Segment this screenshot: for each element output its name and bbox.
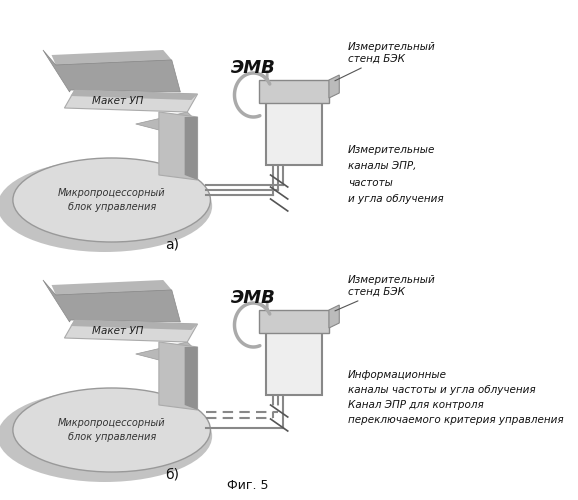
Text: Микропроцессорный
блок управления: Микропроцессорный блок управления	[58, 188, 165, 212]
Ellipse shape	[0, 390, 212, 482]
Polygon shape	[159, 112, 198, 180]
Polygon shape	[159, 342, 198, 410]
Text: Микропроцессорный
блок управления: Микропроцессорный блок управления	[58, 418, 165, 442]
Text: ЭМВ: ЭМВ	[231, 59, 276, 77]
Polygon shape	[43, 280, 180, 322]
Polygon shape	[43, 50, 180, 92]
Polygon shape	[136, 112, 192, 132]
Polygon shape	[51, 280, 172, 295]
Text: Измерительные
каналы ЭПР,
частоты
и угла облучения: Измерительные каналы ЭПР, частоты и угла…	[348, 145, 443, 204]
Text: Макет УП: Макет УП	[92, 326, 143, 336]
Text: а): а)	[165, 238, 179, 252]
Text: б): б)	[165, 468, 179, 482]
Ellipse shape	[0, 160, 212, 252]
Polygon shape	[329, 305, 339, 328]
Polygon shape	[64, 320, 198, 342]
Text: Измерительный
стенд БЭК: Измерительный стенд БЭК	[335, 42, 436, 81]
Polygon shape	[71, 90, 198, 100]
Polygon shape	[51, 50, 172, 65]
Bar	[260, 80, 329, 103]
Ellipse shape	[13, 158, 210, 242]
Text: Фиг. 5: Фиг. 5	[228, 479, 269, 492]
Polygon shape	[136, 342, 192, 362]
Polygon shape	[184, 117, 198, 180]
Text: ЭМВ: ЭМВ	[231, 289, 276, 307]
Text: Измерительный
стенд БЭК: Измерительный стенд БЭК	[335, 276, 436, 311]
Text: Канал ЭПР для контроля
переключаемого критерия управления: Канал ЭПР для контроля переключаемого кр…	[348, 400, 564, 425]
Polygon shape	[184, 347, 198, 410]
Text: Макет УП: Макет УП	[92, 96, 143, 106]
Polygon shape	[64, 90, 198, 112]
Ellipse shape	[13, 388, 210, 472]
Bar	[266, 315, 322, 395]
Polygon shape	[329, 75, 339, 98]
Bar	[266, 85, 322, 165]
Text: Информационные
каналы частоты и угла облучения: Информационные каналы частоты и угла обл…	[348, 370, 535, 395]
Polygon shape	[71, 320, 198, 330]
Bar	[260, 310, 329, 333]
